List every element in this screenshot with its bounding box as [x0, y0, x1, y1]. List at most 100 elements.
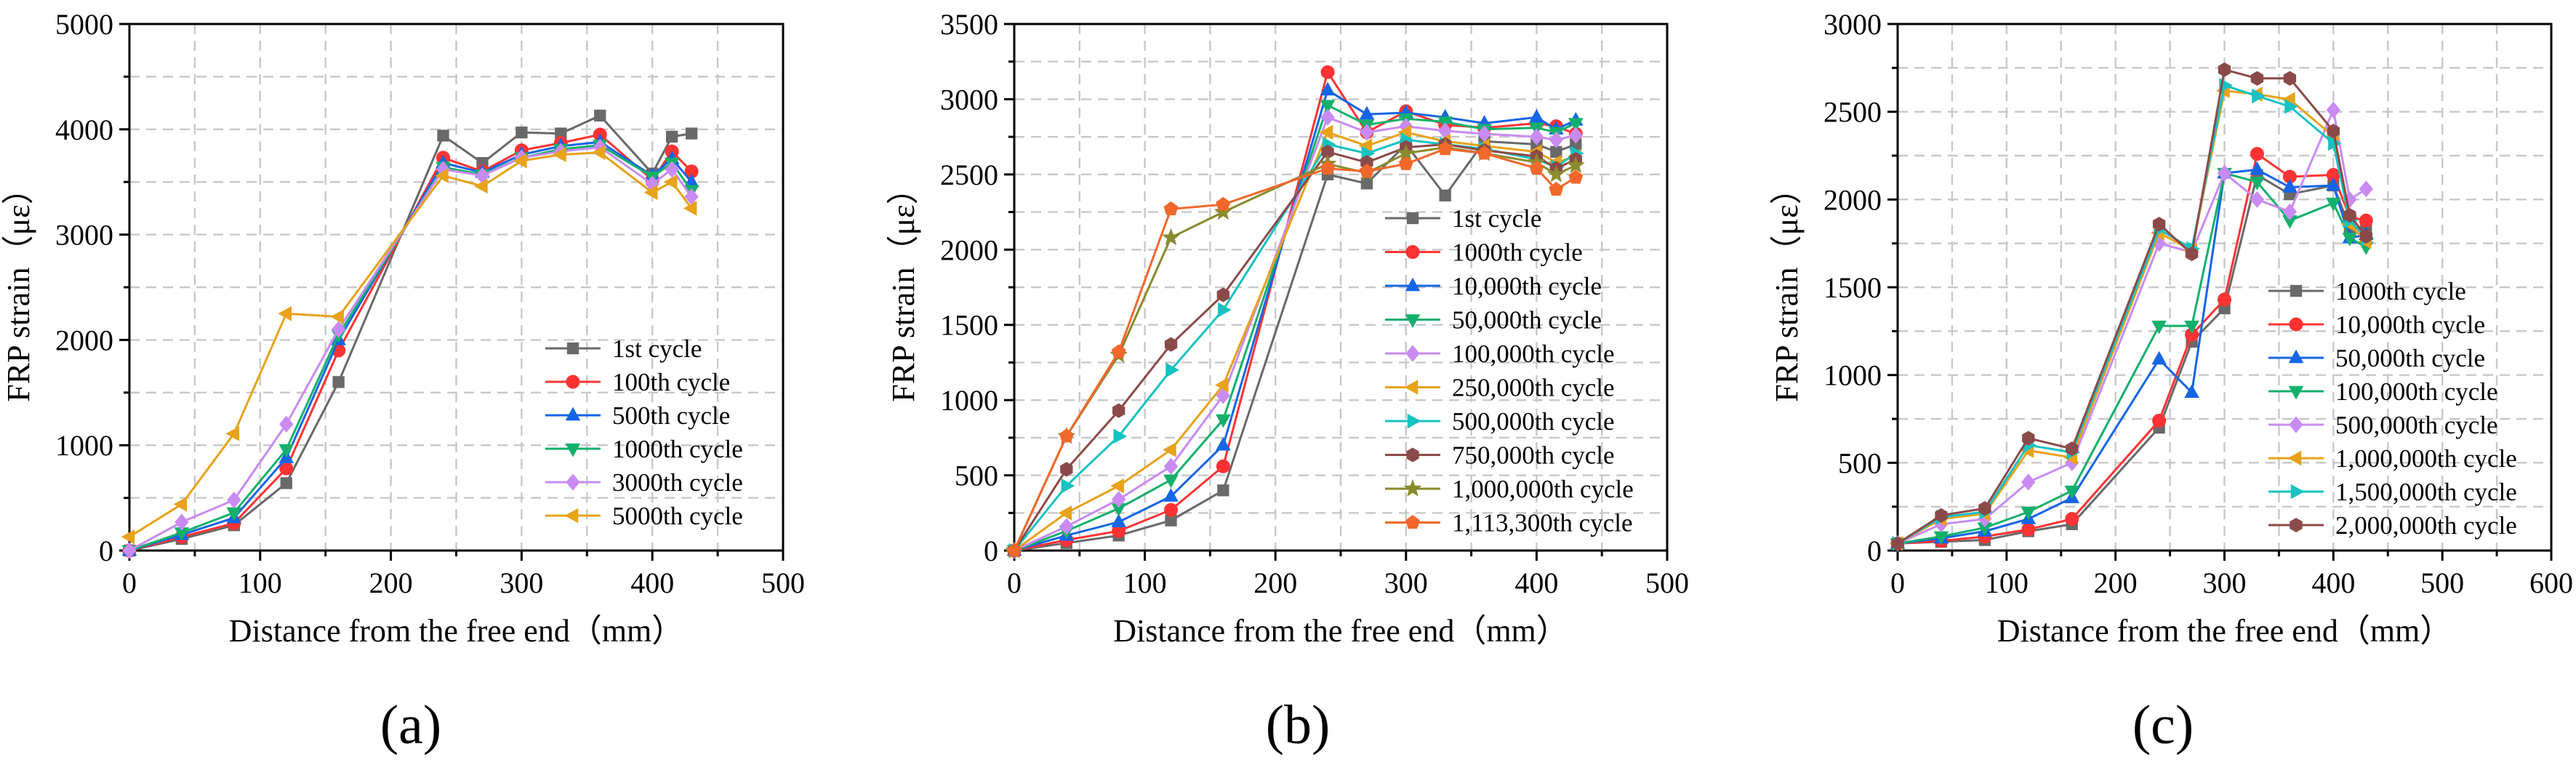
- x-tick-label: 300: [1384, 567, 1428, 599]
- data-point: [1163, 474, 1179, 489]
- data-point: [2185, 247, 2199, 262]
- legend-marker: [1406, 447, 1419, 463]
- legend-item: 1000th cycle: [2268, 277, 2466, 305]
- data-point: [437, 129, 449, 142]
- data-point: [1529, 128, 1544, 145]
- legend-label: 1st cycle: [1452, 204, 1541, 233]
- legend-label: 10,000th cycle: [1452, 272, 1602, 300]
- data-point: [2184, 320, 2199, 335]
- data-point: [2152, 413, 2167, 428]
- data-point: [1218, 302, 1232, 318]
- legend-item: 1000th cycle: [545, 435, 743, 463]
- data-point: [1111, 513, 1126, 527]
- x-tick-label: 400: [630, 567, 674, 599]
- data-point: [2250, 71, 2264, 86]
- legend-marker: [1405, 245, 1420, 259]
- y-tick-label: 500: [955, 460, 998, 492]
- data-point: [2250, 161, 2265, 175]
- data-point: [2284, 99, 2298, 114]
- x-tick-label: 400: [2311, 567, 2355, 599]
- data-point: [1549, 182, 1564, 196]
- data-point: [332, 321, 346, 338]
- data-point: [2151, 351, 2167, 365]
- legend-label: 100,000th cycle: [1452, 340, 1615, 368]
- data-point: [685, 127, 698, 140]
- x-tick-label: 400: [1514, 567, 1558, 599]
- data-point: [1059, 518, 1074, 535]
- legend-marker: [2290, 484, 2305, 500]
- legend-label: 1,000,000th cycle: [2335, 444, 2517, 473]
- legend-label: 1000th cycle: [612, 435, 743, 463]
- data-point: [1546, 164, 1565, 183]
- data-point: [1320, 100, 1336, 114]
- legend-label: 1st cycle: [612, 335, 702, 363]
- legend-marker: [566, 375, 580, 389]
- data-point: [2184, 384, 2199, 399]
- legend-marker: [565, 407, 581, 421]
- legend-item: 500,000th cycle: [2268, 411, 2498, 439]
- data-point: [1568, 169, 1584, 184]
- legend-item: 100,000th cycle: [2268, 377, 2498, 406]
- data-point: [1360, 124, 1374, 141]
- data-point: [1060, 462, 1073, 477]
- x-tick-label: 500: [1645, 567, 1689, 599]
- data-point: [1566, 156, 1585, 174]
- series-5: [1007, 108, 1583, 559]
- legend-item: 5000th cycle: [545, 502, 743, 530]
- data-point: [1112, 403, 1126, 418]
- data-point: [515, 126, 528, 139]
- legend-marker: [2287, 450, 2302, 466]
- legend-label: 100th cycle: [612, 368, 730, 396]
- x-tick-label: 200: [369, 567, 413, 599]
- legend-marker: [1404, 380, 1419, 395]
- x-tick-label: 0: [1890, 567, 1905, 599]
- series-6: [121, 145, 697, 545]
- data-point: [2326, 177, 2341, 191]
- data-point: [279, 415, 294, 433]
- legend-item: 100,000th cycle: [1385, 340, 1615, 368]
- legend-marker: [2289, 416, 2303, 433]
- chart-panel-1: 0 100 200 300 400 500010002000300040005000Dis…: [1, 8, 805, 756]
- data-point: [1568, 118, 1584, 132]
- legend-item: 750,000th cycle: [1385, 441, 1615, 470]
- data-point: [1360, 177, 1373, 190]
- data-point: [2359, 228, 2372, 244]
- data-point: [1319, 124, 1333, 140]
- y-tick-label: 3500: [940, 8, 998, 41]
- legend-marker: [1406, 212, 1419, 225]
- data-point: [1216, 287, 1230, 303]
- legend-item: 10,000th cycle: [1385, 272, 1602, 300]
- y-tick-label: 3000: [1823, 8, 1882, 41]
- legend: 1st cycle 1000th cycle 10,000th cycle 50,00…: [1385, 204, 1634, 537]
- data-point: [683, 201, 697, 216]
- data-point: [643, 185, 658, 200]
- data-point: [2250, 176, 2265, 191]
- legend-marker: [1405, 345, 1420, 362]
- data-point: [1549, 131, 1563, 148]
- data-point: [1477, 145, 1492, 160]
- data-point: [591, 145, 606, 160]
- data-point: [435, 168, 449, 183]
- x-tick-label: 500: [761, 567, 805, 599]
- data-point: [1320, 81, 1336, 96]
- legend-marker: [1407, 413, 1421, 429]
- legend-label: 2,000,000th cycle: [2335, 511, 2517, 540]
- legend-item: 1st cycle: [1385, 204, 1541, 233]
- data-point: [330, 309, 344, 324]
- data-point: [1162, 228, 1180, 246]
- x-tick-label: 500: [2420, 567, 2464, 599]
- legend-item: 100th cycle: [545, 368, 730, 396]
- legend-item: 3000th cycle: [545, 468, 743, 497]
- data-point: [1163, 201, 1179, 215]
- data-point: [1437, 141, 1453, 156]
- legend-item: 1,000,000th cycle: [2268, 444, 2517, 473]
- legend-item: 50,000th cycle: [2268, 344, 2485, 372]
- legend-label: 1,113,300th cycle: [1452, 509, 1633, 537]
- data-point: [2326, 101, 2340, 119]
- y-axis-label: FRP strain（με）: [886, 172, 921, 401]
- data-point: [1214, 377, 1229, 393]
- legend-label: 10,000th cycle: [2335, 311, 2485, 339]
- data-point: [225, 425, 240, 441]
